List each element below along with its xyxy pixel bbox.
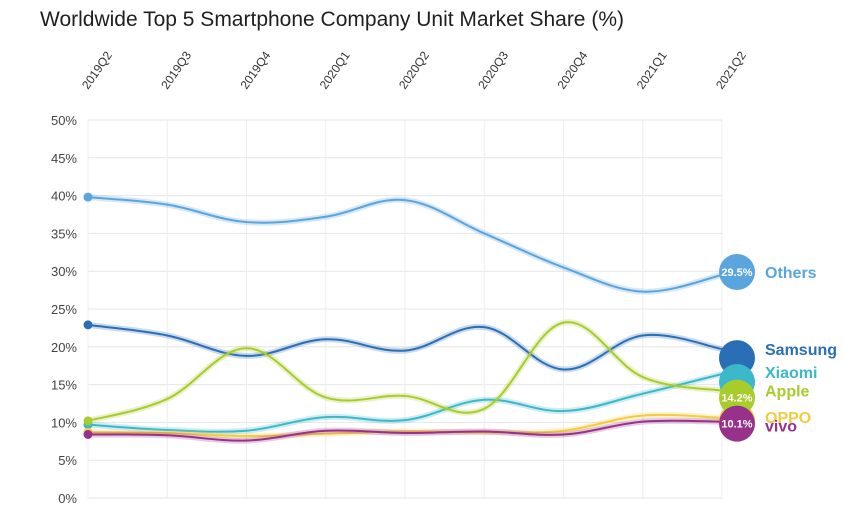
oppo-line [87, 413, 723, 438]
x-tick-label: 2020Q2 [396, 48, 432, 91]
oppo-series-label: OPPO [765, 410, 811, 427]
y-tick-label: 5% [58, 453, 77, 468]
apple-end-value: 14.2% [721, 393, 752, 405]
series-lines [83, 192, 723, 444]
y-tick-label: 25% [51, 302, 77, 317]
x-tick-label: 2021Q2 [713, 48, 749, 91]
x-tick-label: 2020Q1 [317, 48, 353, 91]
x-axis-ticks: 2019Q2 2019Q3 2019Q4 2020Q1 2020Q2 2020Q3 2020… [79, 48, 749, 91]
x-tick-label: 2019Q3 [158, 48, 194, 91]
y-axis-ticks: 0% 5% 10% 15% 20% 25% 30% 35% 40% 45% 50% [51, 113, 77, 506]
others-end-value: 29.5% [721, 267, 752, 279]
samsung-start-point [83, 320, 93, 330]
series-labels: 29.5% Others Samsung Xiaomi OPPO 14.2% Apple 10… [719, 253, 837, 442]
grid-layer [87, 119, 723, 499]
samsung-series-label: Samsung [765, 342, 837, 359]
x-tick-label: 2019Q2 [79, 48, 115, 91]
x-tick-label: 2020Q3 [475, 48, 511, 91]
others-end-badge [719, 253, 755, 290]
chart-title: Worldwide Top 5 Smartphone Company Unit … [40, 8, 624, 31]
x-tick-label: 2021Q1 [634, 48, 670, 91]
y-tick-label: 45% [51, 151, 77, 166]
vivo-start-point [83, 429, 93, 439]
y-tick-label: 15% [51, 378, 77, 393]
apple-series-label: Apple [765, 384, 810, 401]
y-tick-label: 30% [51, 264, 77, 279]
others-series-label: Others [765, 265, 817, 282]
y-tick-label: 40% [51, 189, 77, 204]
y-tick-label: 0% [58, 491, 77, 506]
apple-line [87, 321, 723, 422]
vivo-line [87, 419, 723, 442]
vivo-series-label: vivo [765, 419, 797, 436]
xiaomi-series-label: Xiaomi [765, 365, 817, 382]
y-tick-label: 35% [51, 226, 77, 241]
apple-end-badge [719, 379, 755, 416]
vivo-end-value: 10.1% [721, 419, 752, 431]
x-tick-label: 2020Q4 [554, 48, 590, 91]
y-tick-label: 10% [51, 415, 77, 430]
x-tick-label: 2019Q4 [237, 48, 273, 91]
y-tick-label: 20% [51, 340, 77, 355]
xiaomi-line [87, 373, 723, 433]
apple-start-point [83, 416, 93, 426]
others-line [87, 196, 723, 293]
y-tick-label: 50% [51, 113, 77, 128]
samsung-line [87, 323, 723, 371]
others-start-point [83, 192, 93, 202]
vivo-end-badge [719, 405, 755, 442]
